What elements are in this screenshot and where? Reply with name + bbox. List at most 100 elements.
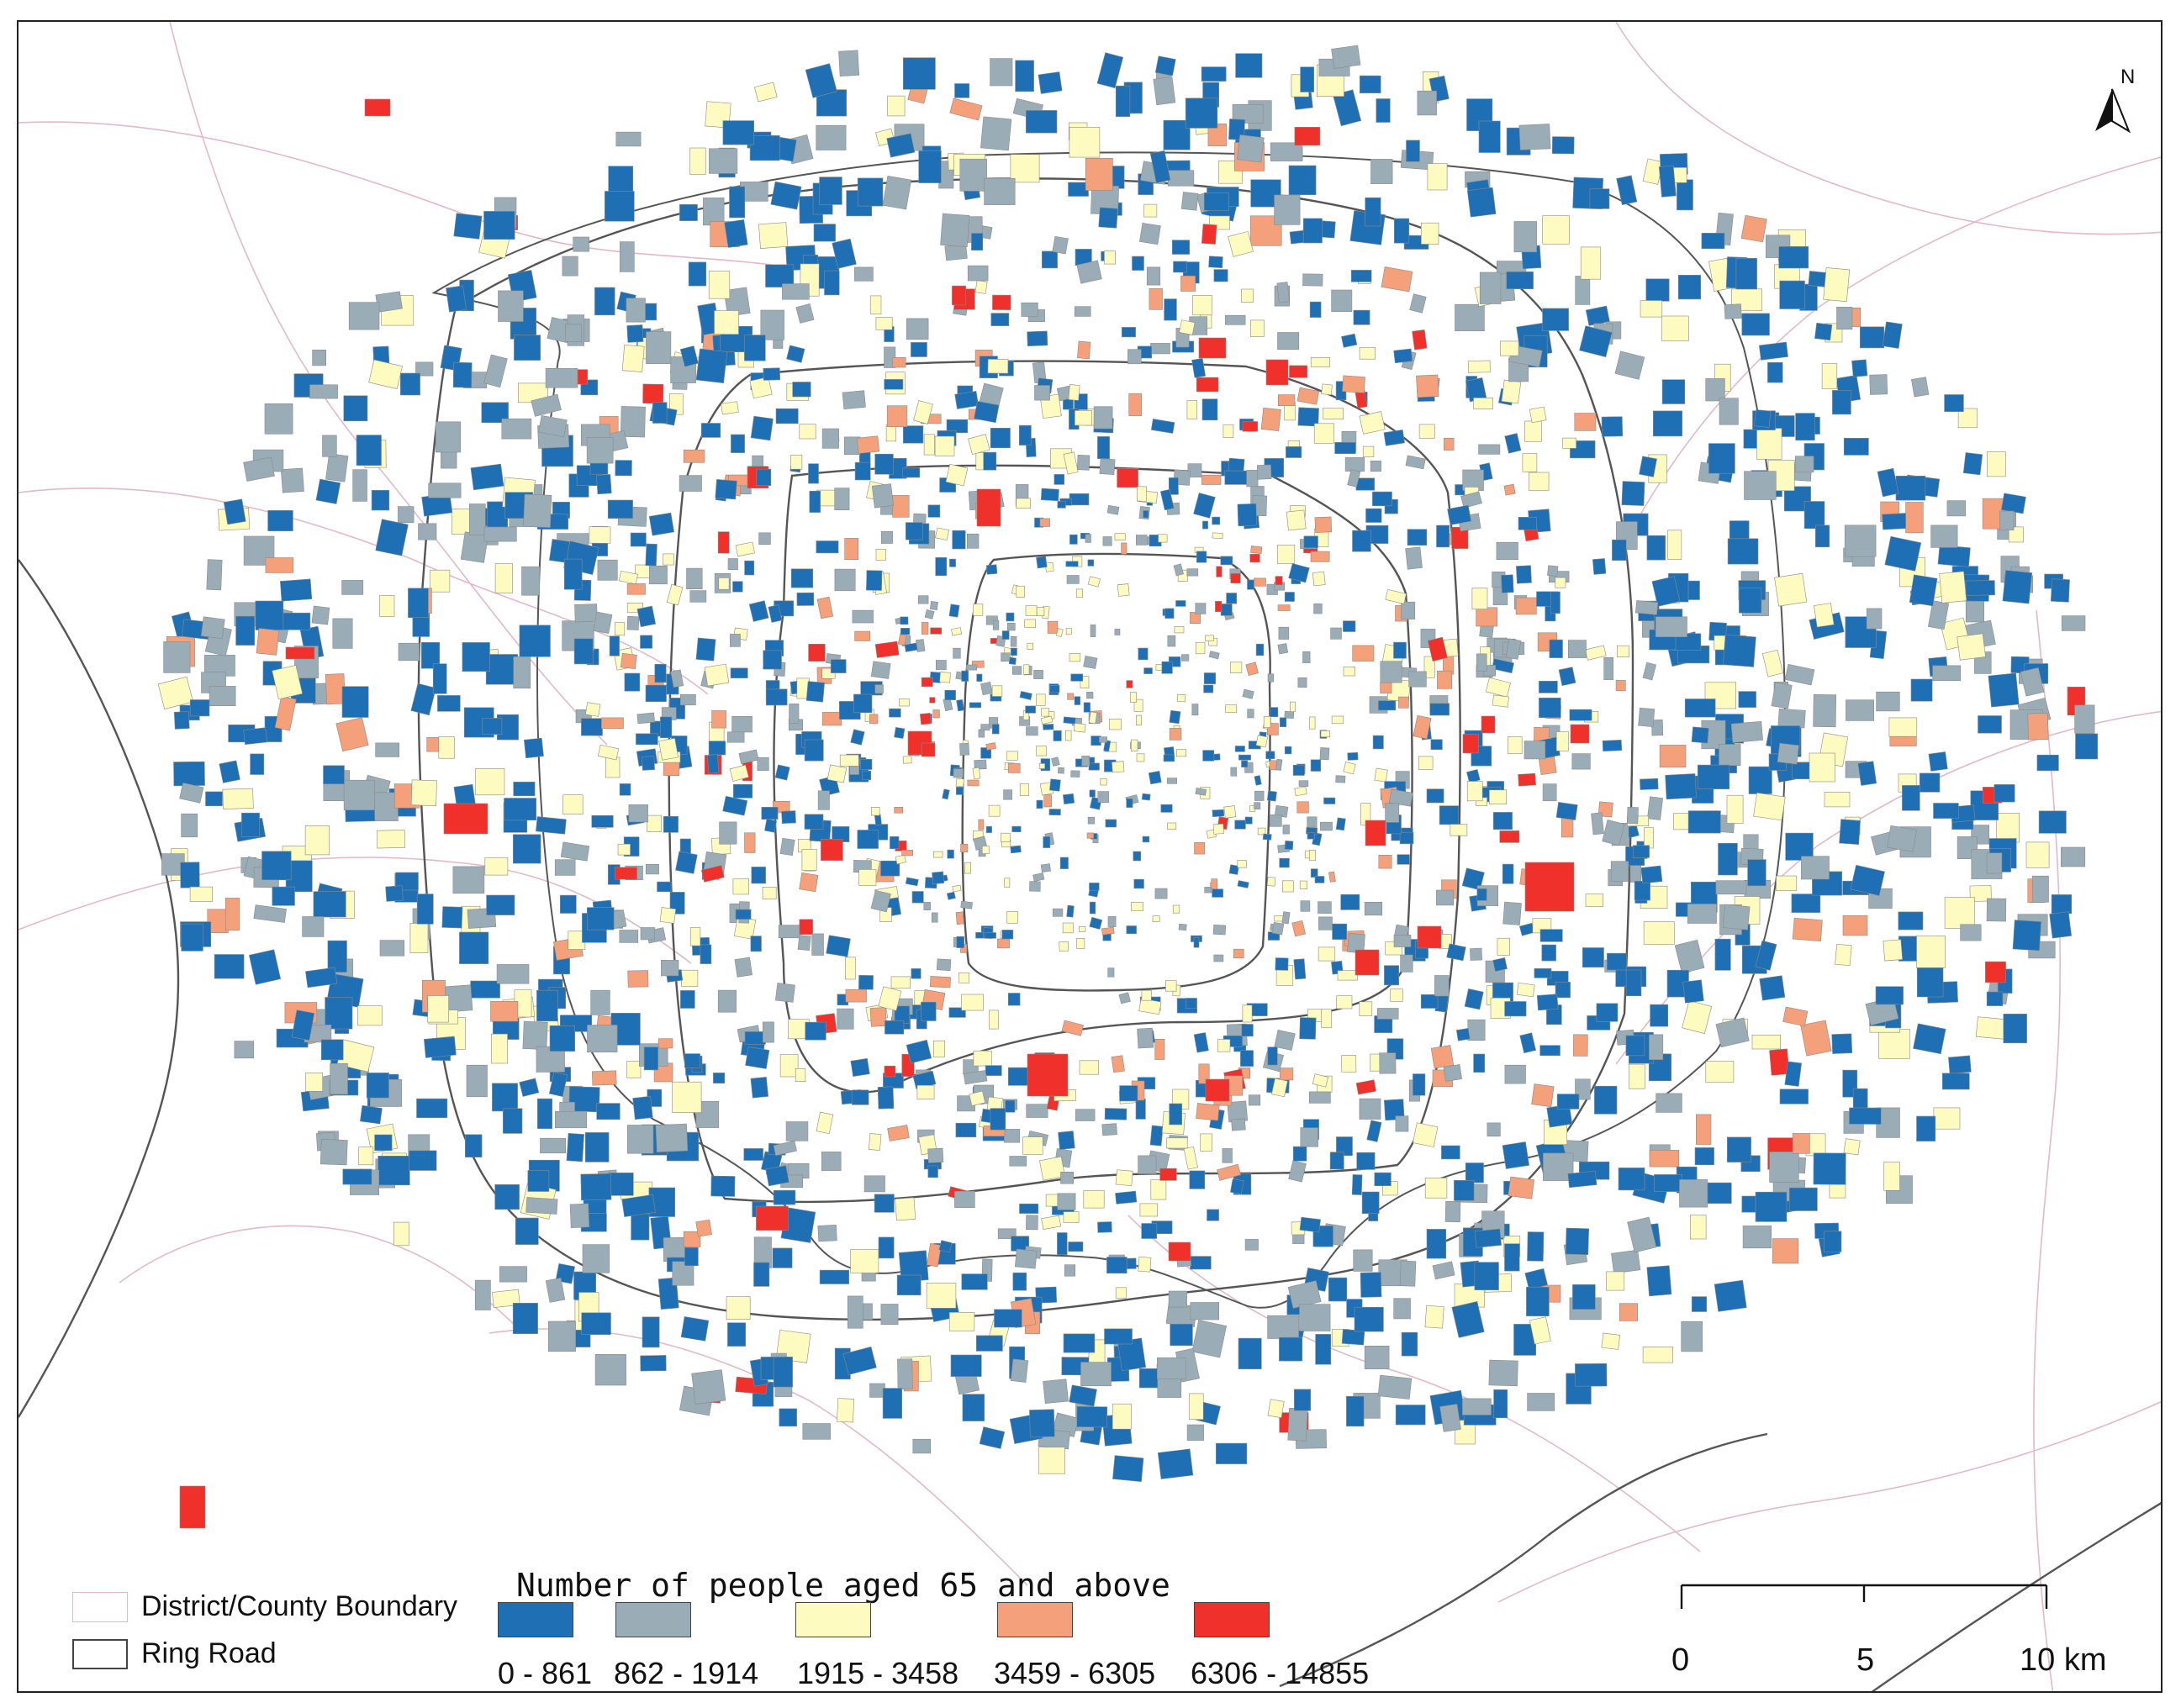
population-block [1254, 577, 1266, 587]
population-block [824, 270, 840, 296]
population-block [1075, 1109, 1096, 1121]
population-block [1328, 871, 1336, 883]
population-block [1139, 1203, 1159, 1217]
population-block [1016, 498, 1031, 509]
population-block [927, 504, 941, 518]
population-block [895, 1197, 916, 1221]
population-block [1755, 1191, 1788, 1222]
population-block [838, 50, 860, 76]
population-block [779, 837, 795, 857]
population-block [686, 567, 703, 589]
population-block [1163, 754, 1175, 762]
population-block [669, 892, 685, 915]
population-block [933, 1040, 946, 1057]
population-block [894, 726, 906, 739]
population-block [1282, 825, 1290, 835]
population-block [1418, 756, 1434, 770]
population-block [280, 467, 304, 493]
population-block [1058, 767, 1064, 774]
population-block [501, 418, 532, 440]
population-block [1234, 746, 1245, 752]
population-block [870, 661, 891, 679]
population-block [1727, 1136, 1751, 1162]
population-block [1455, 1028, 1471, 1041]
population-block [1443, 1064, 1462, 1082]
population-block [1887, 825, 1917, 852]
population-block [1205, 635, 1215, 642]
population-block [1201, 474, 1222, 485]
population-block [464, 1134, 483, 1158]
population-block [585, 702, 601, 717]
population-block [1010, 845, 1022, 854]
population-block [1380, 661, 1402, 683]
population-block [1466, 768, 1481, 783]
population-block [966, 664, 978, 671]
population-block-high [1524, 862, 1575, 912]
population-block [1366, 1120, 1382, 1142]
population-block [1821, 363, 1838, 389]
population-block [1213, 269, 1228, 282]
population-block [710, 1175, 736, 1197]
population-block [409, 1150, 437, 1171]
population-block [1640, 778, 1659, 790]
population-block [1133, 698, 1143, 712]
population-block [565, 324, 582, 342]
population-block [1473, 1053, 1485, 1073]
population-block [1376, 1008, 1399, 1020]
population-block [325, 997, 353, 1030]
population-block [884, 379, 904, 390]
population-block [866, 570, 883, 591]
population-block [1601, 1332, 1620, 1350]
population-block [1089, 916, 1103, 930]
population-block [1362, 445, 1375, 458]
population-block [538, 414, 568, 438]
population-block [1444, 1200, 1461, 1223]
population-block [1027, 330, 1048, 346]
population-block [1069, 652, 1081, 662]
population-block [954, 1190, 975, 1208]
population-block [1928, 751, 1948, 772]
population-block [1126, 680, 1133, 688]
population-block [1320, 730, 1330, 738]
population-block [569, 1203, 590, 1228]
population-block [1516, 982, 1535, 998]
population-block [1230, 572, 1241, 583]
population-block [645, 684, 667, 702]
population-block [1133, 851, 1142, 862]
population-block [1739, 587, 1762, 614]
population-block [224, 898, 240, 931]
population-block [1393, 1298, 1411, 1320]
population-block [626, 1125, 654, 1154]
population-block [1119, 1085, 1138, 1102]
population-block [1288, 1160, 1307, 1183]
population-block [1159, 1168, 1177, 1181]
population-block [647, 814, 662, 832]
population-block [548, 1072, 568, 1097]
population-block [1033, 670, 1043, 679]
population-block [1169, 1103, 1182, 1125]
population-block [1086, 691, 1094, 699]
population-block [805, 681, 825, 703]
population-block [1883, 1162, 1900, 1191]
population-block [805, 1021, 826, 1041]
population-block [892, 495, 910, 518]
population-block [730, 667, 748, 678]
population-block [731, 434, 745, 453]
population-block [1784, 663, 1815, 686]
population-block [173, 761, 205, 787]
population-block [1857, 761, 1877, 786]
population-block [1225, 704, 1237, 713]
population-block [1152, 915, 1160, 922]
population-block [1426, 1229, 1447, 1259]
population-block [1792, 1133, 1810, 1154]
population-block [1466, 187, 1497, 218]
population-block [1150, 1179, 1167, 1200]
population-block [1249, 215, 1282, 246]
population-block [858, 974, 874, 990]
population-block [1747, 859, 1766, 887]
population-block [1299, 880, 1307, 889]
population-block [1390, 988, 1403, 1002]
population-block [1076, 454, 1090, 471]
population-block [1539, 697, 1561, 718]
population-block [1651, 720, 1664, 736]
